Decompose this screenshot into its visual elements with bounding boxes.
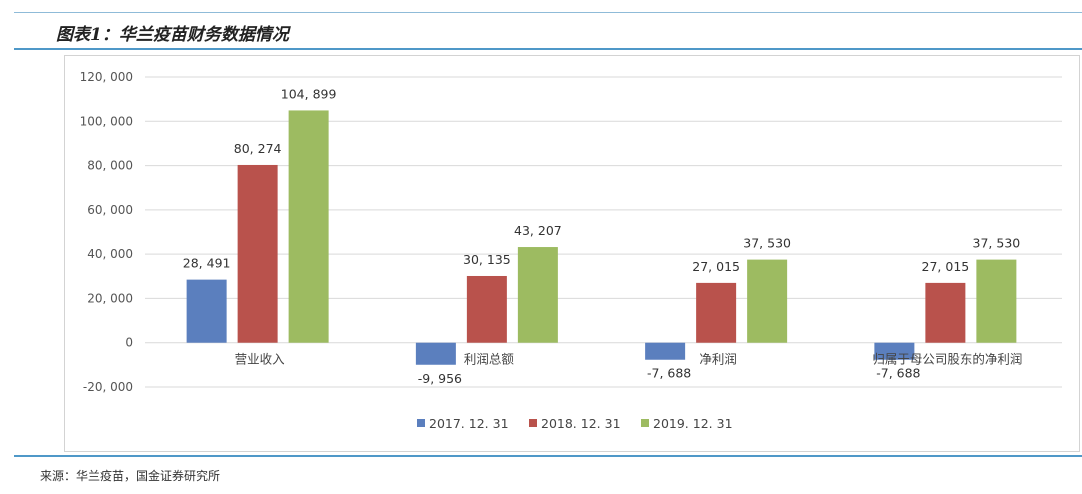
category-label: 利润总额 <box>464 352 515 367</box>
bar <box>288 110 329 343</box>
bar <box>747 259 788 343</box>
data-label: 27, 015 <box>922 259 970 274</box>
bar <box>925 282 966 343</box>
data-label: -7, 688 <box>876 366 920 381</box>
data-label: 104, 899 <box>281 86 337 101</box>
y-tick-label: 80, 000 <box>87 159 133 173</box>
legend-label: 2018. 12. 31 <box>541 416 621 431</box>
category-label: 营业收入 <box>235 352 286 367</box>
bar <box>517 247 558 343</box>
y-tick-label: 20, 000 <box>87 291 133 305</box>
bar <box>696 282 737 343</box>
data-label: -9, 956 <box>418 371 462 386</box>
page-title: 图表1：华兰疫苗财务数据情况 <box>56 25 289 45</box>
data-label: 80, 274 <box>234 141 282 156</box>
legend-label: 2019. 12. 31 <box>653 416 733 431</box>
legend-swatch <box>641 419 649 427</box>
data-label: 37, 530 <box>973 236 1021 251</box>
source-note: 来源：华兰疫苗，国金证券研究所 <box>40 469 221 483</box>
bar <box>237 164 278 343</box>
bottom-rule <box>14 455 1082 457</box>
y-tick-label: 120, 000 <box>80 70 133 84</box>
title-rule <box>14 48 1082 50</box>
y-tick-label: 40, 000 <box>87 247 133 261</box>
legend-label: 2017. 12. 31 <box>429 416 509 431</box>
bar <box>645 342 686 360</box>
data-label: -7, 688 <box>647 366 691 381</box>
bar <box>466 275 507 343</box>
y-tick-label: 100, 000 <box>80 114 133 128</box>
bar <box>976 259 1017 343</box>
category-label: 净利润 <box>699 352 737 367</box>
data-label: 43, 207 <box>514 223 562 238</box>
y-tick-label: 60, 000 <box>87 203 133 217</box>
bar <box>186 279 227 343</box>
bar <box>415 342 456 365</box>
y-tick-label: 0 <box>125 336 133 350</box>
bar <box>874 342 915 360</box>
legend-swatch <box>529 419 537 427</box>
category-label: 归属于母公司股东的净利润 <box>872 352 1022 367</box>
data-label: 37, 530 <box>743 236 791 251</box>
top-rule <box>14 12 1082 13</box>
legend-swatch <box>417 419 425 427</box>
data-label: 30, 135 <box>463 252 511 267</box>
y-tick-label: -20, 000 <box>83 380 133 394</box>
data-label: 27, 015 <box>692 259 740 274</box>
data-label: 28, 491 <box>183 256 231 271</box>
